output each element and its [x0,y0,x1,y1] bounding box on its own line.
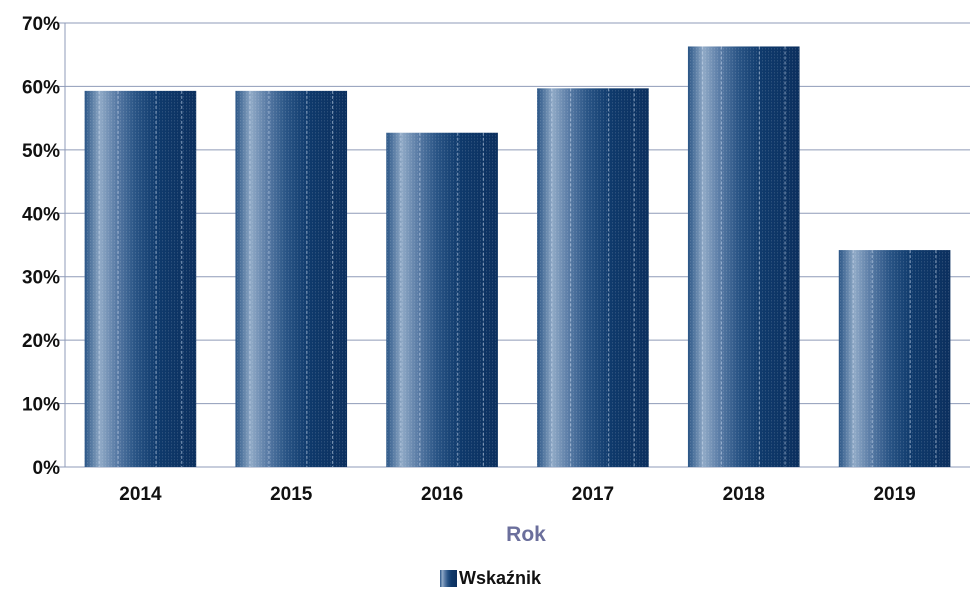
x-tick-label: 2019 [873,484,915,505]
x-tick-labels: 2014 2015 2016 2017 2018 2019 [119,484,915,505]
x-tick-label: 2015 [270,484,313,505]
x-tick-label: 2018 [723,484,765,505]
y-tick-label: 50% [22,141,60,162]
bar-texture [537,88,649,468]
y-tick-label: 0% [33,458,61,479]
legend: Wskaźnik [440,568,542,588]
y-tick-label: 60% [22,77,60,98]
y-tick-label: 40% [22,204,60,225]
y-tick-label: 30% [22,268,60,289]
gridlines [59,22,970,468]
y-tick-labels: 0% 10% 20% 30% 40% 50% 60% 70% [22,14,60,479]
legend-swatch [440,570,457,587]
y-tick-label: 20% [22,331,60,352]
x-tick-label: 2017 [572,484,614,505]
y-tick-label: 10% [22,395,60,416]
x-tick-label: 2016 [421,484,463,505]
bar-texture [687,46,800,468]
x-tick-label: 2014 [119,484,162,505]
bars [84,46,951,468]
x-axis-title: Rok [506,523,546,546]
bar-texture [386,132,498,467]
bar-texture [235,90,348,468]
bar-texture [838,250,951,467]
y-tick-label: 70% [22,14,60,35]
legend-label: Wskaźnik [459,568,542,588]
bar-texture [84,90,197,468]
